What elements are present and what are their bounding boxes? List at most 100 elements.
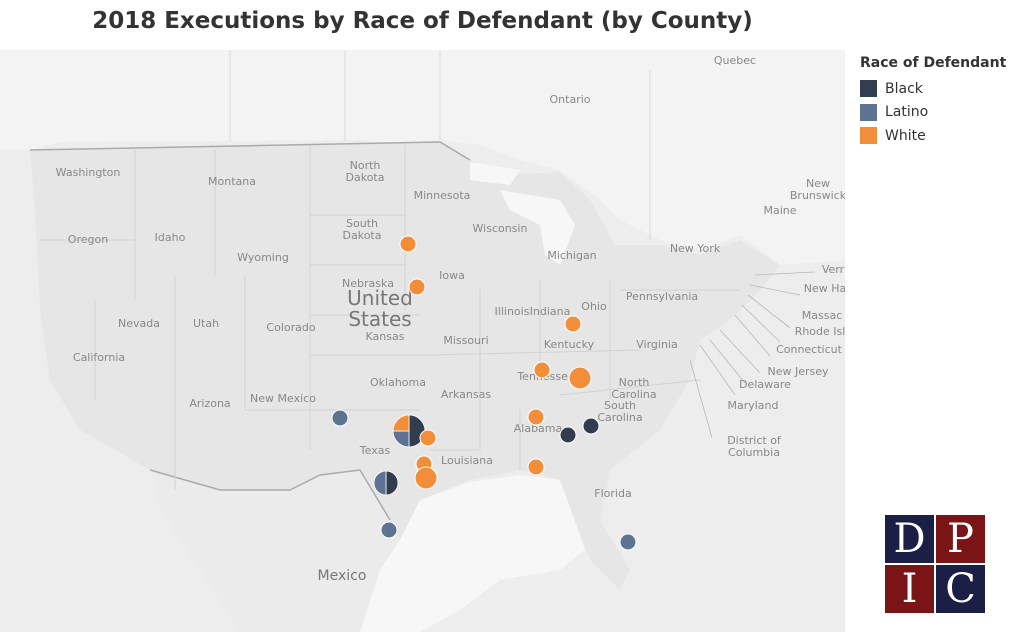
- execution-marker[interactable]: [380, 521, 398, 539]
- execution-marker[interactable]: [331, 409, 349, 427]
- gulf-of-mexico: [360, 475, 585, 632]
- map-label-virginia: Virginia: [636, 338, 678, 351]
- map-label-alabama: Alabama: [513, 422, 563, 435]
- marker-circle: [527, 408, 545, 426]
- canada-border: [29, 141, 471, 161]
- execution-marker[interactable]: [399, 235, 417, 253]
- marker-circle: [380, 521, 398, 539]
- map-label-nevada: Nevada: [118, 317, 160, 330]
- marker-circle: [331, 409, 349, 427]
- map-label-new-hampshire: New Ha: [803, 282, 845, 295]
- chart-title: 2018 Executions by Race of Defendant (by…: [92, 8, 753, 34]
- map-label-mexico: Mexico: [317, 568, 367, 584]
- marker-slice-white: [392, 414, 410, 432]
- marker-circle: [399, 235, 417, 253]
- map-label-illinois: Illinois: [494, 305, 530, 318]
- map-label-wyoming: Wyoming: [237, 251, 289, 264]
- province-borders: [229, 50, 651, 240]
- map-area[interactable]: Quebec Ontario Washington Montana North Dako…: [0, 50, 845, 632]
- map-label-connecticut: Connecticut: [776, 343, 842, 356]
- marker-circle: [414, 466, 438, 490]
- map-label-oklahoma: Oklahoma: [370, 376, 426, 389]
- dpic-logo: D P I C: [885, 515, 985, 613]
- logo-letter-c: C: [936, 565, 985, 613]
- map-label-south-carolina: South Carolina: [597, 399, 643, 424]
- map-label-idaho: Idaho: [154, 231, 186, 244]
- map-label-new-brunswick: New Brunswick: [789, 177, 845, 202]
- map-label-texas: Texas: [359, 444, 391, 457]
- marker-circle: [527, 458, 545, 476]
- legend-item-white[interactable]: White: [860, 124, 1006, 148]
- map-svg: [0, 50, 845, 632]
- legend-swatch-latino: [860, 103, 877, 121]
- map-label-nebraska: Nebraska: [342, 277, 394, 290]
- map-label-indiana: Indiana: [529, 305, 571, 318]
- map-label-maine: Maine: [763, 204, 797, 217]
- state-borders: [40, 145, 740, 490]
- map-label-missouri: Missouri: [443, 334, 489, 347]
- execution-marker[interactable]: [527, 458, 545, 476]
- execution-marker[interactable]: [414, 466, 438, 490]
- map-label-massachusetts: Massac: [801, 309, 843, 322]
- lake-superior: [470, 162, 520, 185]
- map-label-iowa: Iowa: [439, 269, 465, 282]
- map-label-colorado: Colorado: [266, 321, 316, 334]
- execution-marker[interactable]: [408, 278, 426, 296]
- legend-label-white: White: [885, 127, 926, 144]
- legend-label-black: Black: [885, 80, 923, 97]
- map-label-arkansas: Arkansas: [440, 388, 492, 401]
- legend-item-black[interactable]: Black: [860, 77, 1006, 101]
- canada-land: [0, 50, 845, 265]
- map-label-new-mexico: New Mexico: [250, 392, 316, 405]
- execution-marker[interactable]: [419, 429, 437, 447]
- map-label-district-of-columbia: District of Columbia: [727, 434, 781, 459]
- marker-slice-latino: [373, 470, 387, 496]
- map-label-pennsylvania: Pennsylvania: [625, 290, 699, 303]
- great-lakes: [500, 190, 575, 265]
- marker-circle: [559, 426, 577, 444]
- map-label-new-jersey: New Jersey: [767, 365, 829, 378]
- execution-marker[interactable]: [559, 426, 577, 444]
- legend-swatch-white: [860, 127, 877, 145]
- map-label-florida: Florida: [594, 487, 632, 500]
- map-label-kansas: Kansas: [365, 330, 405, 343]
- map-label-delaware: Delaware: [739, 378, 791, 391]
- marker-circle: [533, 361, 551, 379]
- us-land: [30, 142, 780, 590]
- marker-slice-latino: [392, 430, 410, 448]
- execution-markers: [331, 235, 637, 551]
- execution-marker[interactable]: [568, 366, 592, 390]
- execution-marker[interactable]: [564, 315, 582, 333]
- map-label-utah: Utah: [192, 317, 220, 330]
- execution-marker[interactable]: [582, 417, 600, 435]
- map-label-rhode-island: Rhode Isl: [794, 325, 845, 338]
- legend-swatch-black: [860, 80, 877, 98]
- map-label-north-carolina: North Carolina: [611, 376, 657, 401]
- map-label-ontario: Ontario: [549, 93, 591, 106]
- map-label-north-dakota: North Dakota: [345, 159, 385, 184]
- execution-marker[interactable]: [392, 414, 426, 448]
- marker-circle: [619, 533, 637, 551]
- legend-item-latino[interactable]: Latino: [860, 101, 1006, 125]
- leader-lines: [689, 271, 816, 439]
- map-label-minnesota: Minnesota: [413, 189, 471, 202]
- execution-marker[interactable]: [527, 408, 545, 426]
- marker-circle: [419, 429, 437, 447]
- map-label-new-york: New York: [669, 242, 721, 255]
- map-label-quebec: Quebec: [713, 54, 757, 67]
- map-label-michigan: Michigan: [547, 249, 597, 262]
- map-label-kentucky: Kentucky: [543, 338, 595, 351]
- execution-marker[interactable]: [619, 533, 637, 551]
- map-label-california: California: [72, 351, 126, 364]
- marker-slice-black: [385, 470, 399, 496]
- map-label-montana: Montana: [208, 175, 256, 188]
- map-label-oregon: Oregon: [67, 233, 109, 246]
- map-label-maryland: Maryland: [727, 399, 779, 412]
- map-label-louisiana: Louisiana: [441, 454, 493, 467]
- map-label-vermont: Verr: [821, 263, 845, 276]
- map-label-washington: Washington: [55, 166, 121, 179]
- execution-marker[interactable]: [373, 470, 399, 496]
- execution-marker[interactable]: [533, 361, 551, 379]
- marker-circle: [408, 278, 426, 296]
- map-label-united-states: United States: [347, 286, 413, 331]
